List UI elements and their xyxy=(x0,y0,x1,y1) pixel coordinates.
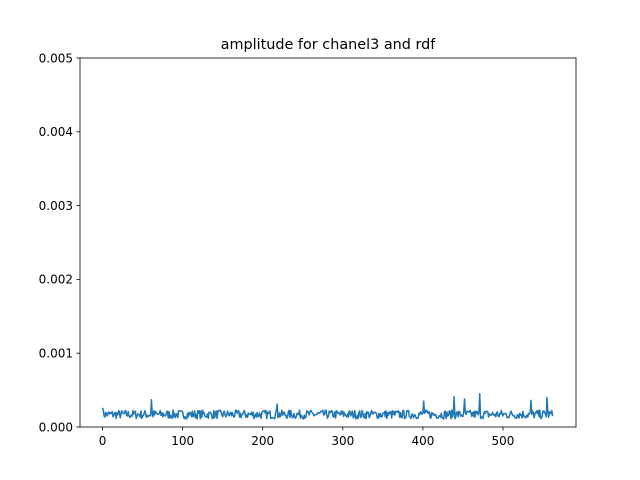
x-tick-label: 300 xyxy=(331,434,354,448)
y-tick-label: 0.003 xyxy=(39,199,73,213)
axes-frame xyxy=(79,57,577,428)
series-line-0 xyxy=(101,393,554,420)
x-tick-label: 400 xyxy=(411,434,434,448)
y-tick-label: 0.001 xyxy=(39,347,73,361)
y-tick-label: 0.000 xyxy=(39,420,73,434)
plot-area: 0 100 200 300 400 500 0.000 0.001 0.002 0.003 0.00… xyxy=(39,51,577,448)
x-tick-label: 500 xyxy=(492,434,515,448)
x-tick-label: 0 xyxy=(99,434,107,448)
y-tick-label: 0.004 xyxy=(39,125,73,139)
x-tick-label: 100 xyxy=(171,434,194,448)
x-tick-label: 200 xyxy=(251,434,274,448)
y-tick-label: 0.002 xyxy=(39,273,73,287)
y-tick-label: 0.005 xyxy=(39,51,73,65)
chart-title: amplitude for chanel3 and rdf xyxy=(221,37,437,53)
